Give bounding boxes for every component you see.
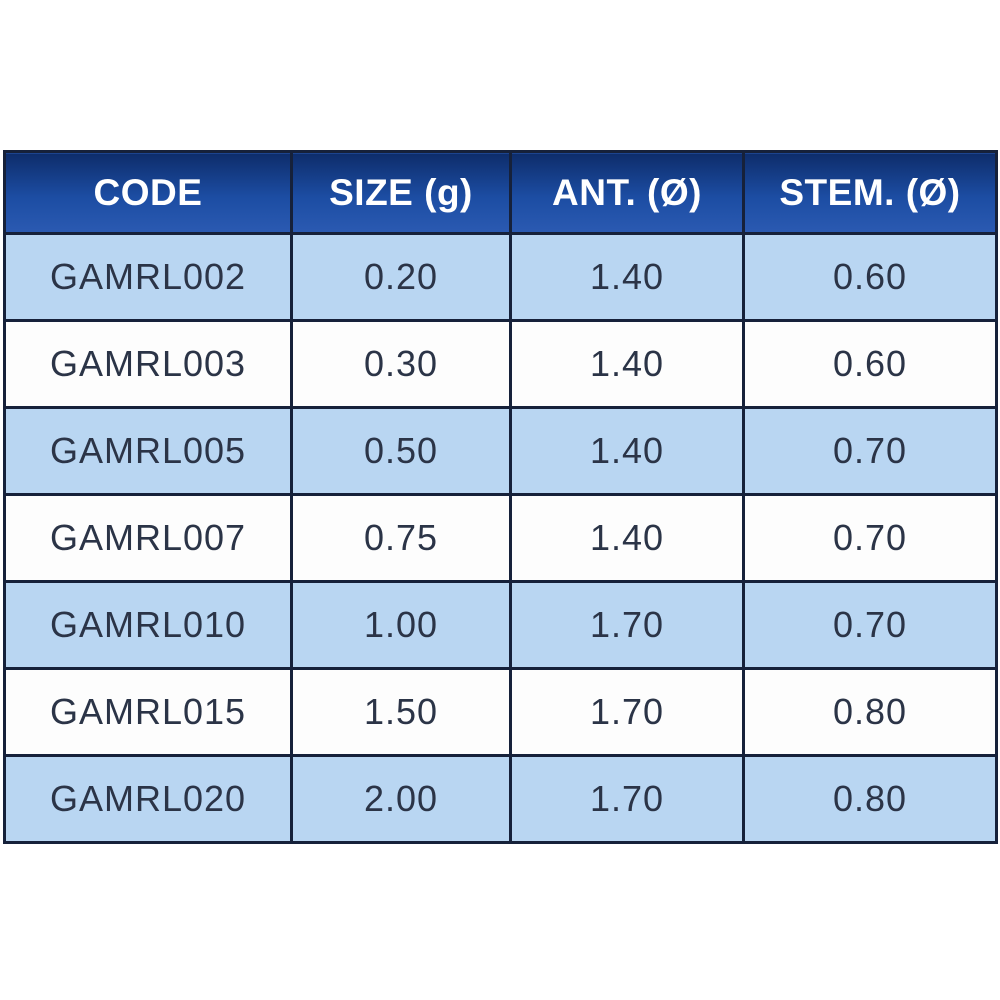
value-cell: 0.80: [742, 667, 998, 757]
table-row: GAMRL005 0.50 1.40 0.70: [3, 406, 998, 496]
value-cell: 2.00: [290, 754, 512, 844]
column-header-size-g: SIZE (g): [290, 150, 512, 235]
code-cell: GAMRL005: [3, 406, 293, 496]
column-header-code: CODE: [3, 150, 293, 235]
value-cell: 0.60: [742, 232, 998, 322]
column-header-stem: STEM. (Ø): [742, 150, 998, 235]
value-cell: 1.40: [509, 406, 745, 496]
value-cell: 1.40: [509, 232, 745, 322]
value-cell: 0.70: [742, 493, 998, 583]
table-row: GAMRL010 1.00 1.70 0.70: [3, 580, 998, 670]
value-cell: 0.70: [742, 580, 998, 670]
code-cell: GAMRL015: [3, 667, 293, 757]
table-row: GAMRL007 0.75 1.40 0.70: [3, 493, 998, 583]
value-cell: 0.60: [742, 319, 998, 409]
column-header-ant: ANT. (Ø): [509, 150, 745, 235]
table-row: GAMRL015 1.50 1.70 0.80: [3, 667, 998, 757]
value-cell: 0.80: [742, 754, 998, 844]
code-cell: GAMRL002: [3, 232, 293, 322]
value-cell: 0.70: [742, 406, 998, 496]
value-cell: 0.30: [290, 319, 512, 409]
table-row: GAMRL003 0.30 1.40 0.60: [3, 319, 998, 409]
table-row: GAMRL002 0.20 1.40 0.60: [3, 232, 998, 322]
code-cell: GAMRL010: [3, 580, 293, 670]
code-cell: GAMRL003: [3, 319, 293, 409]
value-cell: 0.50: [290, 406, 512, 496]
value-cell: 0.20: [290, 232, 512, 322]
value-cell: 1.70: [509, 667, 745, 757]
value-cell: 1.70: [509, 580, 745, 670]
code-cell: GAMRL020: [3, 754, 293, 844]
value-cell: 1.40: [509, 319, 745, 409]
table-row: GAMRL020 2.00 1.70 0.80: [3, 754, 998, 844]
table-body: GAMRL002 0.20 1.40 0.60 GAMRL003 0.30 1.40 0.60…: [3, 232, 998, 844]
value-cell: 1.50: [290, 667, 512, 757]
header-row: CODE SIZE (g) ANT. (Ø) STEM. (Ø): [3, 150, 998, 235]
spec-table: CODE SIZE (g) ANT. (Ø) STEM. (Ø) GAMRL002 0.…: [3, 150, 998, 844]
value-cell: 1.40: [509, 493, 745, 583]
value-cell: 1.00: [290, 580, 512, 670]
code-cell: GAMRL007: [3, 493, 293, 583]
value-cell: 0.75: [290, 493, 512, 583]
value-cell: 1.70: [509, 754, 745, 844]
table-header: CODE SIZE (g) ANT. (Ø) STEM. (Ø): [3, 150, 998, 235]
